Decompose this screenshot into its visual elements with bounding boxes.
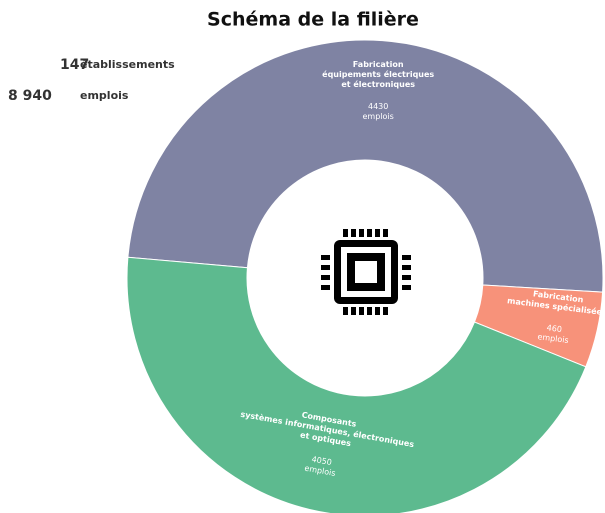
donut-segment: [126, 256, 587, 513]
stat-label: emplois: [80, 89, 129, 102]
segment-label-line: Fabrication: [353, 60, 404, 69]
segment-unit: emplois: [363, 112, 394, 121]
segment-label-line: et électroniques: [341, 79, 415, 89]
segment-label-line: équipements électriques: [322, 69, 434, 79]
stat-number: 8 940: [8, 88, 52, 104]
stat-label: établissements: [80, 58, 175, 71]
stat-number: 147: [60, 57, 89, 73]
chip-icon: [321, 229, 411, 315]
segment-value: 4050: [311, 455, 333, 467]
segment-unit: emplois: [537, 332, 569, 345]
donut-segment: [127, 39, 604, 293]
segment-value: 4430: [368, 102, 388, 111]
segment-value: 460: [546, 323, 562, 334]
chart-title: Schéma de la filière: [207, 9, 419, 31]
